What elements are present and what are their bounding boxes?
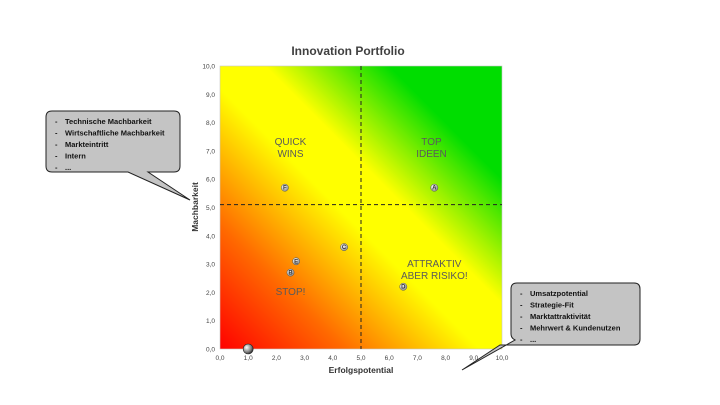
callout-item: Umsatzpotential	[530, 289, 588, 298]
callout-item: ...	[65, 163, 71, 172]
y-tick-label: 10,0	[202, 64, 215, 71]
y-axis-ticks: 0,0 1,0 2,0 3,0 4,0 5,0 6,0 7,0 8,0 9,0 10,0	[202, 64, 215, 354]
y-tick-label: 3,0	[206, 262, 215, 269]
callout-item: Intern	[65, 152, 86, 161]
data-point-b	[286, 268, 295, 277]
callout-dash: -	[55, 117, 58, 126]
x-tick-label: 0,0	[215, 355, 224, 362]
data-point-label: B	[288, 271, 293, 277]
callout-item: Mehrwert & Kundenutzen	[530, 324, 621, 333]
data-points: A B C D E F	[242, 183, 439, 355]
right-callout-list: - Umsatzpotential- Strategie-Fit- Marktattr…	[520, 289, 621, 344]
x-tick-label: 4,0	[328, 355, 337, 362]
callout-item: Marktattraktivität	[530, 312, 591, 321]
callout-item: Technische Machbarkeit	[65, 117, 152, 126]
callout-dash: -	[55, 129, 58, 138]
y-tick-label: 6,0	[206, 177, 215, 184]
callout-dash: -	[520, 301, 523, 310]
zone-label: STOP!	[276, 287, 306, 298]
chart-title: Innovation Portfolio	[291, 44, 404, 58]
zone-labels: QUICK WINS TOP IDEEN ATTRAKTIV ABER RISIKO! ST…	[275, 137, 468, 298]
x-tick-label: 9,0	[469, 355, 478, 362]
callout-item: Strategie-Fit	[530, 301, 574, 310]
callout-dash: -	[520, 289, 523, 298]
x-tick-label: 5,0	[356, 355, 365, 362]
data-point-d	[399, 282, 408, 291]
data-point-a	[430, 183, 439, 192]
callout-item: Wirtschaftliche Machbarkeit	[65, 129, 165, 138]
x-tick-label: 10,0	[496, 355, 509, 362]
callout-dash: -	[55, 163, 58, 172]
data-point-unlabeled	[242, 343, 254, 355]
left-callout: - Technische Machbarkeit- Wirtschaftliche …	[45, 110, 191, 201]
y-tick-label: 4,0	[206, 233, 215, 240]
callout-dash: -	[55, 152, 58, 161]
x-tick-label: 8,0	[441, 355, 450, 362]
data-point-label: A	[432, 186, 437, 192]
callout-dash: -	[55, 140, 58, 149]
y-axis-title: Machbarkeit	[190, 182, 200, 232]
left-callout-shape	[45, 110, 191, 201]
zone-label: TOP IDEEN	[416, 137, 447, 160]
data-point-c	[340, 243, 348, 251]
x-tick-label: 2,0	[272, 355, 281, 362]
left-callout-list: - Technische Machbarkeit- Wirtschaftliche …	[55, 117, 165, 172]
x-tick-label: 6,0	[385, 355, 394, 362]
y-tick-label: 9,0	[206, 92, 215, 99]
zone-label: ATTRAKTIV ABER RISIKO!	[401, 259, 468, 282]
zone-label: QUICK WINS	[275, 137, 307, 160]
data-point-label: F	[283, 186, 287, 192]
callout-item: Markteintritt	[65, 140, 109, 149]
data-point-label: D	[401, 285, 406, 291]
y-tick-label: 1,0	[206, 318, 215, 325]
callout-item: ...	[530, 335, 536, 344]
data-point-f	[281, 183, 289, 192]
x-tick-label: 3,0	[300, 355, 309, 362]
callout-dash: -	[520, 335, 523, 344]
y-tick-label: 0,0	[206, 347, 215, 354]
right-callout: - Umsatzpotential- Strategie-Fit- Marktattr…	[461, 282, 641, 371]
y-tick-label: 8,0	[206, 120, 215, 127]
y-tick-label: 2,0	[206, 290, 215, 297]
callout-dash: -	[520, 324, 523, 333]
right-callout-shape	[461, 282, 641, 371]
x-axis-ticks: 0,0 1,0 2,0 3,0 4,0 5,0 6,0 7,0 8,0 9,0 10,0	[215, 355, 508, 362]
x-tick-label: 1,0	[244, 355, 253, 362]
callout-dash: -	[520, 312, 523, 321]
data-point-label: C	[342, 245, 347, 251]
y-tick-label: 7,0	[206, 148, 215, 155]
x-tick-label: 7,0	[413, 355, 422, 362]
y-tick-label: 5,0	[206, 205, 215, 212]
x-axis-title: Erfolgspotential	[329, 365, 394, 375]
data-point-label: E	[294, 259, 298, 265]
data-point-e	[292, 257, 300, 266]
